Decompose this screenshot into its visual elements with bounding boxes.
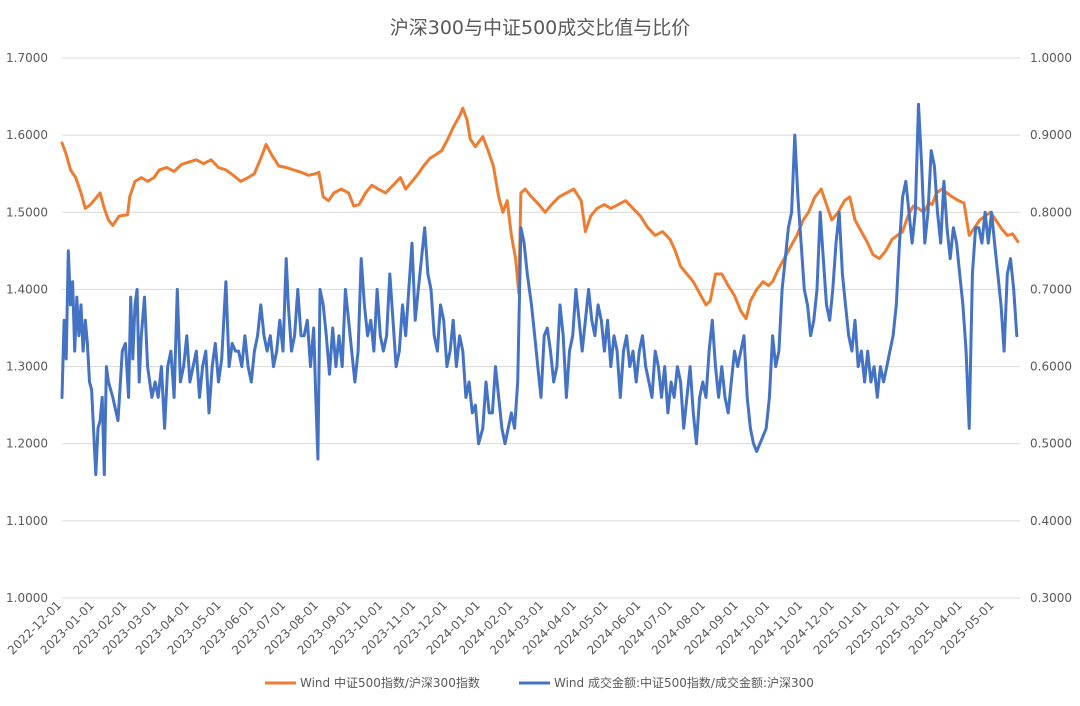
left-tick-label: 1.5000 bbox=[6, 205, 48, 219]
right-tick-label: 0.7000 bbox=[1030, 282, 1072, 296]
right-tick-label: 0.3000 bbox=[1030, 591, 1072, 605]
legend-label-turnover: Wind 成交金额:中证500指数/成交金额:沪深300 bbox=[554, 675, 814, 690]
x-axis-ticks: 2022-12-012023-01-012023-02-012023-03-01… bbox=[5, 598, 997, 657]
left-tick-label: 1.7000 bbox=[6, 51, 48, 65]
right-tick-label: 1.0000 bbox=[1030, 51, 1072, 65]
right-tick-label: 0.8000 bbox=[1030, 205, 1072, 219]
series-line-price-ratio bbox=[60, 106, 1020, 321]
series-line-turnover-ratio bbox=[60, 102, 1019, 477]
left-tick-label: 1.0000 bbox=[6, 591, 48, 605]
left-tick-label: 1.1000 bbox=[6, 514, 48, 528]
right-tick-label: 0.6000 bbox=[1030, 360, 1072, 374]
right-tick-label: 0.9000 bbox=[1030, 128, 1072, 142]
right-tick-label: 0.4000 bbox=[1030, 514, 1072, 528]
legend-label-ratio: Wind 中证500指数/沪深300指数 bbox=[300, 675, 480, 690]
left-tick-label: 1.2000 bbox=[6, 437, 48, 451]
right-axis-ticks: 0.3000 0.4000 0.5000 0.6000 0.7000 0.8000 0.90… bbox=[1030, 51, 1072, 605]
gridlines bbox=[62, 57, 1020, 599]
right-tick-label: 0.5000 bbox=[1030, 437, 1072, 451]
left-tick-label: 1.6000 bbox=[6, 128, 48, 142]
left-tick-label: 1.3000 bbox=[6, 360, 48, 374]
left-tick-label: 1.4000 bbox=[6, 282, 48, 296]
chart-title: 沪深300与中证500成交比值与比价 bbox=[390, 17, 691, 39]
left-axis-ticks: 1.0000 1.1000 1.2000 1.3000 1.4000 1.5000 1.60… bbox=[6, 51, 48, 605]
legend: Wind 中证500指数/沪深300指数 Wind 成交金额:中证500指数/成… bbox=[265, 675, 814, 690]
series-lines bbox=[60, 102, 1020, 477]
